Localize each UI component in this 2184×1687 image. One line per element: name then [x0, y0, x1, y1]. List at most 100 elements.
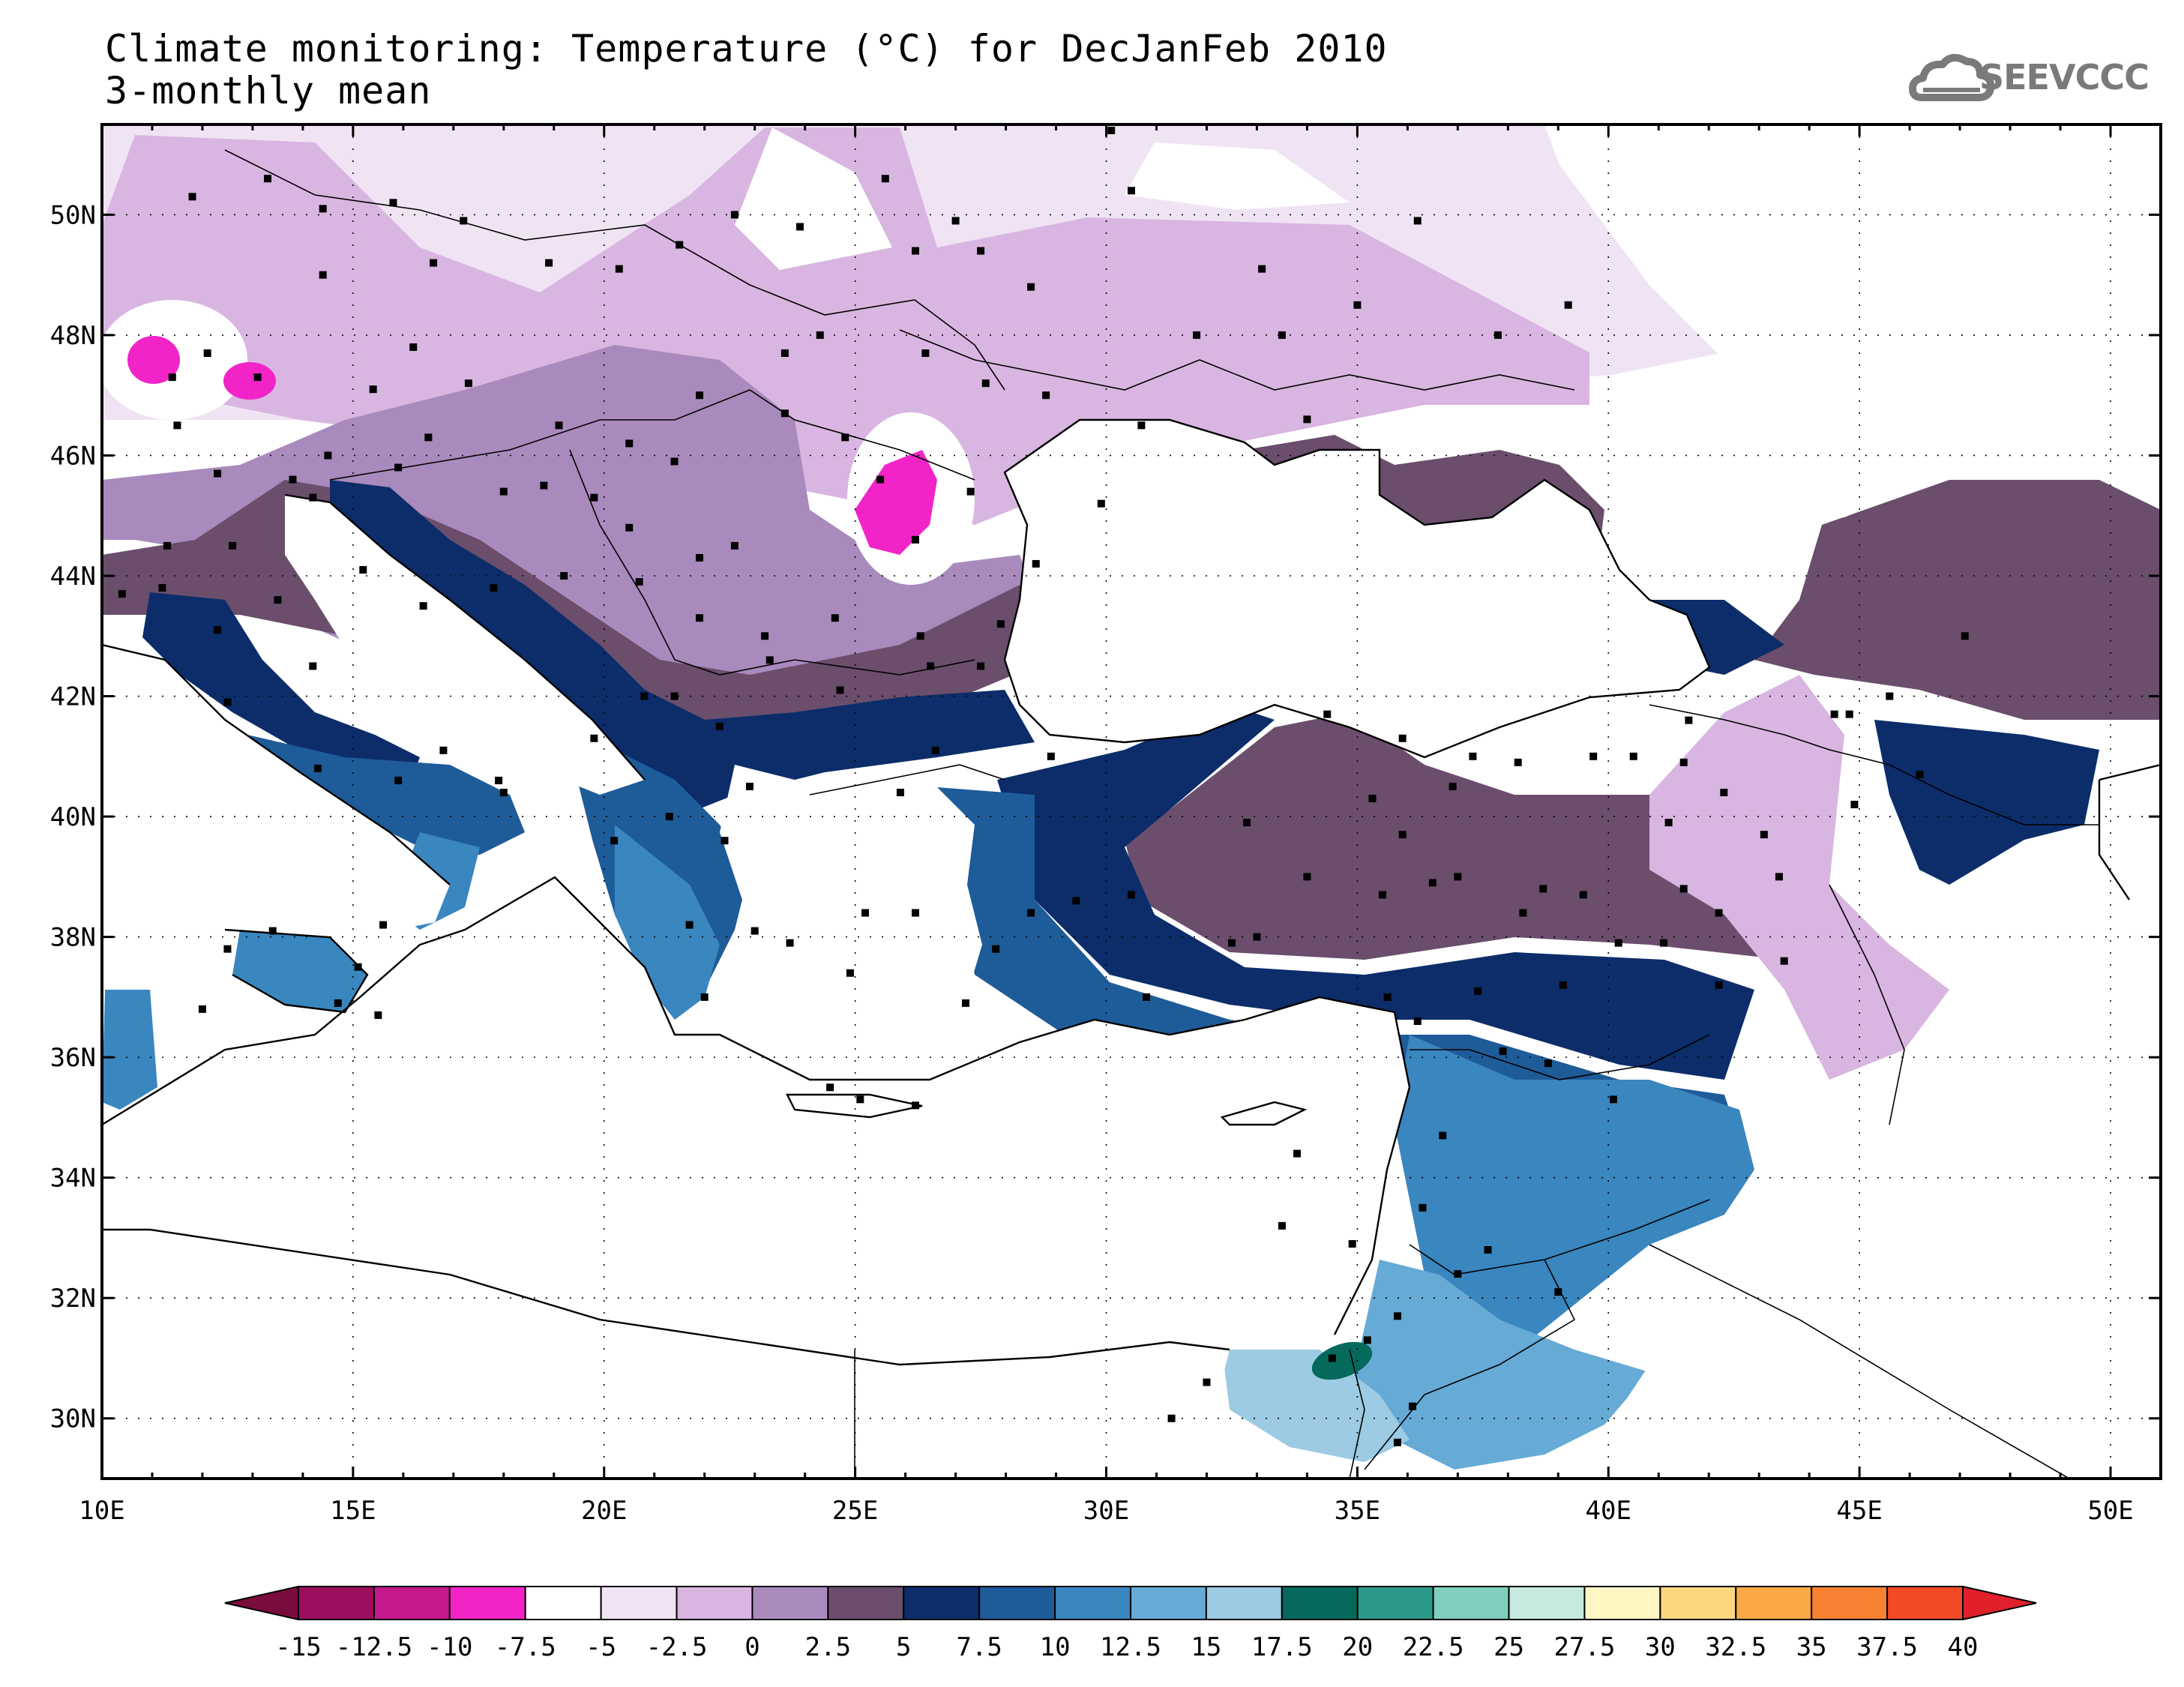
colorbar-bin — [524, 1586, 602, 1620]
colorbar-high-extend — [1962, 1585, 2037, 1621]
lat-tick-label: 50N — [50, 200, 96, 230]
colorbar-label: 0 — [744, 1632, 759, 1662]
colorbar-label: 37.5 — [1856, 1632, 1918, 1662]
colorbar-bin — [1811, 1586, 1889, 1620]
station-marker — [635, 578, 643, 586]
station-marker — [1554, 1288, 1562, 1296]
station-marker — [670, 457, 679, 466]
station-marker — [1368, 794, 1377, 802]
colorbar-bin — [373, 1586, 451, 1620]
colorbar-label: 22.5 — [1403, 1632, 1464, 1662]
lat-tick-label: 32N — [50, 1284, 96, 1314]
lon-tick-label: 50E — [2087, 1496, 2133, 1526]
station-marker — [1439, 1131, 1447, 1140]
station-marker — [1659, 939, 1667, 947]
station-marker — [1679, 758, 1688, 766]
lon-tick-label: 40E — [1586, 1496, 1631, 1526]
colorbar-bin — [600, 1586, 678, 1620]
station-marker — [264, 175, 272, 183]
lon-tick-label: 15E — [330, 1496, 376, 1526]
station-marker — [313, 764, 322, 772]
station-marker — [1203, 1378, 1211, 1386]
station-marker — [826, 1083, 834, 1092]
station-marker — [1303, 873, 1311, 881]
colorbar-label: 35 — [1796, 1632, 1827, 1662]
station-marker — [1042, 391, 1050, 400]
station-marker — [354, 963, 362, 971]
colorbar-bin — [903, 1586, 981, 1620]
station-marker — [1253, 933, 1261, 941]
colorbar-bin — [1054, 1586, 1132, 1620]
station-marker — [730, 541, 738, 550]
colorbar-label: 40 — [1948, 1632, 1979, 1662]
station-marker — [1128, 891, 1135, 899]
colorbar-bin — [298, 1586, 375, 1620]
station-marker — [786, 939, 794, 947]
station-marker — [309, 493, 317, 502]
station-marker — [931, 746, 939, 754]
station-marker — [545, 259, 553, 267]
station-marker — [977, 662, 985, 670]
colorbar-label: 5 — [896, 1632, 911, 1662]
station-marker — [229, 541, 237, 550]
station-marker — [274, 596, 282, 604]
lon-tick-label: 45E — [1836, 1496, 1882, 1526]
station-marker — [319, 271, 327, 279]
cloud-logo-icon — [1909, 53, 1995, 101]
station-marker — [1413, 217, 1422, 225]
station-marker — [836, 686, 844, 694]
station-marker — [1393, 1312, 1401, 1320]
station-marker — [419, 602, 427, 610]
station-marker — [1328, 1354, 1336, 1362]
station-marker — [359, 565, 367, 574]
lat-tick-label: 40N — [50, 802, 96, 832]
station-marker — [1128, 187, 1135, 195]
station-marker — [841, 433, 849, 442]
station-marker — [625, 523, 634, 532]
map-frame — [100, 123, 2162, 1480]
colorbar-label: -5 — [586, 1632, 616, 1662]
adriatic-sea — [285, 495, 645, 795]
station-marker — [555, 421, 563, 430]
station-marker — [409, 343, 418, 351]
station-marker — [1227, 939, 1236, 947]
station-marker — [1454, 873, 1462, 881]
station-marker — [1961, 632, 1969, 640]
station-marker — [780, 349, 789, 358]
colorbar-bin — [1659, 1586, 1737, 1620]
logo-text: SEEVCCC — [1979, 57, 2150, 97]
contour-armenia-pale — [1649, 675, 1949, 1080]
station-marker — [334, 999, 342, 1007]
station-marker — [765, 656, 774, 664]
station-marker — [394, 776, 403, 784]
station-marker — [1916, 770, 1924, 778]
station-marker — [996, 620, 1005, 628]
lat-tick-label: 48N — [50, 321, 96, 351]
station-marker — [253, 373, 262, 382]
station-marker — [590, 734, 598, 742]
station-marker — [214, 469, 222, 478]
station-marker — [1850, 801, 1859, 809]
lat-tick-label: 44N — [50, 562, 96, 592]
colorbar-label: 27.5 — [1554, 1632, 1616, 1662]
lat-tick-label: 30N — [50, 1404, 96, 1434]
station-marker — [214, 626, 222, 634]
station-marker — [951, 217, 960, 225]
contour-caucasus — [1754, 480, 2161, 720]
station-marker — [700, 993, 709, 1001]
station-marker — [912, 1101, 920, 1110]
station-marker — [1419, 1203, 1427, 1212]
contour-italy-blue — [142, 592, 420, 795]
station-marker — [1137, 421, 1146, 430]
colorbar-label: -10 — [427, 1632, 472, 1662]
contour-italy-south — [102, 832, 480, 1110]
station-marker — [1393, 1438, 1401, 1446]
station-marker — [1353, 301, 1362, 309]
station-marker — [1514, 758, 1522, 766]
colorbar-bin — [1205, 1586, 1283, 1620]
station-marker — [1243, 819, 1251, 827]
mediterranean-sea — [102, 877, 1410, 1365]
station-marker — [921, 349, 930, 358]
station-marker — [1629, 752, 1637, 760]
station-marker — [1303, 415, 1311, 424]
